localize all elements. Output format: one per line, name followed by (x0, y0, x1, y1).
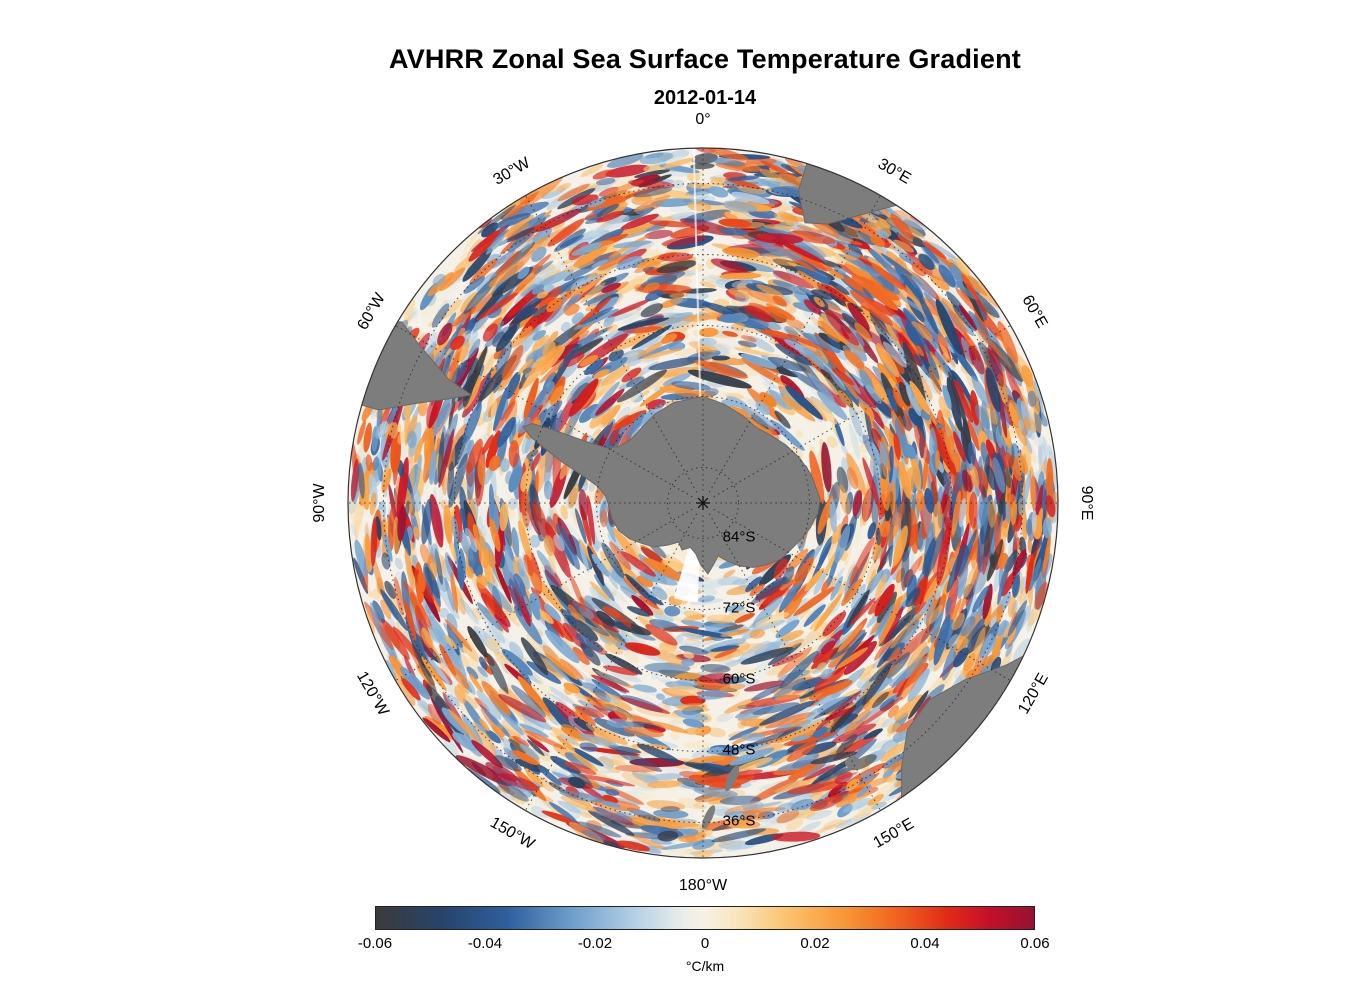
colorbar-gradient (375, 906, 1035, 930)
lat-label-48S: 48°S (722, 741, 756, 758)
polar-map-canvas (333, 133, 1073, 873)
colorbar-tick-label: 0.02 (800, 935, 830, 952)
colorbar-tick-label: -0.06 (357, 935, 393, 952)
colorbar-tick-label: 0.06 (1020, 935, 1050, 952)
lat-label-84S: 84°S (722, 528, 756, 545)
lat-label-36S: 36°S (722, 812, 756, 829)
colorbar-tick-label: 0 (700, 935, 710, 952)
colorbar-tick-label: -0.04 (467, 935, 503, 952)
colorbar-unit-label: °C/km (685, 958, 725, 974)
colorbar-tick-label: 0.04 (910, 935, 940, 952)
colorbar-tick-label: -0.02 (577, 935, 613, 952)
page-title: AVHRR Zonal Sea Surface Temperature Grad… (389, 44, 1021, 74)
colorbar: -0.06 -0.04 -0.02 0 0.02 0.04 0.06 °C/km (358, 906, 1050, 974)
colorbar-tick-row: -0.06 -0.04 -0.02 0 0.02 0.04 0.06 (358, 935, 1050, 955)
lon-label-0: 0° (695, 111, 711, 129)
lon-label-180W: 180°W (678, 876, 728, 894)
lat-label-60S: 60°S (722, 670, 756, 687)
lon-label-90W: 90°W (311, 483, 329, 523)
lon-label-90E: 90°E (1077, 485, 1095, 521)
lat-label-72S: 72°S (722, 599, 756, 616)
page-subtitle: 2012-01-14 (653, 87, 757, 109)
